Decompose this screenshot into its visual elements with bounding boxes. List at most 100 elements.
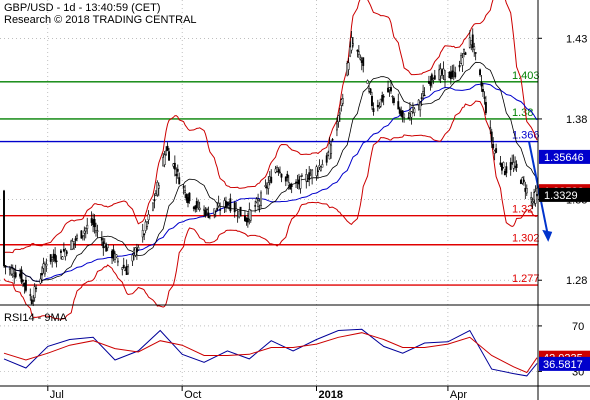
candle-body [362,57,365,66]
candle [330,140,333,159]
candle [13,267,16,284]
candle-body [525,188,528,194]
candle [182,184,185,195]
candle [245,217,248,226]
candle-body [300,175,303,177]
candle-body [452,71,455,73]
candle-body [133,249,135,253]
candle [521,176,524,185]
candle [464,51,467,56]
candle [298,173,300,190]
candle-body [274,168,277,173]
candle [84,227,87,239]
candle-body [277,169,280,173]
candle [270,169,273,184]
candle [162,152,165,167]
candle [175,167,178,184]
candle-body [226,202,229,205]
candle [35,284,38,293]
candle-body [114,253,116,260]
candle [239,206,242,217]
candle-body [464,52,467,55]
candle-body [392,97,395,103]
price-tag-1.35646: 1.35646 [544,152,584,164]
candle [382,93,385,106]
candle-body [505,166,508,174]
candle [264,179,267,189]
candle-body [81,235,84,237]
candle [141,223,144,243]
candle-body [490,131,493,142]
candle-body [54,254,57,262]
candle-body [70,240,73,251]
candle [346,60,349,77]
candle [188,192,191,204]
candle-body [163,154,166,165]
candle-body [204,210,207,217]
candle-body [249,210,252,221]
candle-body [227,205,230,208]
candle-body [106,244,109,249]
candle [127,264,130,275]
candle-body [8,267,11,270]
candle [236,209,239,223]
candle-body [463,48,465,54]
candle-body [41,273,43,276]
candle [359,54,362,61]
candle [474,52,477,61]
candle-body [515,163,518,169]
candle-body [388,87,391,90]
candle-body [219,209,222,211]
candle [137,244,140,251]
candle [325,152,328,166]
candle [366,79,369,84]
candle [192,205,195,212]
candle [352,36,354,48]
candle-body [103,243,106,247]
candle [204,207,207,218]
candle [19,268,22,279]
candle-body [382,95,385,98]
candle-body [317,170,319,172]
candle-body [298,179,300,185]
candle-body [102,241,105,249]
candle-body [22,280,24,282]
candle [122,257,125,269]
candle [260,190,262,209]
candle [55,255,58,268]
candle [420,93,423,107]
level-label-1.403: 1.403 [512,70,540,82]
candle-body [64,249,67,257]
candle-body [470,40,473,45]
candle [279,166,281,174]
candle-body [356,49,359,52]
candle [524,181,527,200]
candle [258,198,261,213]
candle-body [207,212,210,218]
candle [23,282,26,294]
candle [309,168,312,176]
candle-body [407,117,410,119]
candle-body [432,78,435,81]
candle [33,283,36,302]
candle [198,201,201,212]
candle [454,66,457,79]
candle-body [509,162,512,170]
candle [463,48,465,58]
candle [290,182,293,194]
candle [257,193,260,210]
candle [308,166,311,187]
candle [452,64,455,81]
candle [163,150,166,168]
candle-body [267,182,270,189]
candle [22,279,24,288]
price-tick-label: 1.28 [566,275,587,287]
candle-body [511,162,514,164]
candle [471,28,474,53]
level-label-1.38: 1.38 [512,107,533,119]
price-panel: 1.403 1.38 1.366 1.32 1.302 1.277 [0,0,553,386]
candle [249,209,252,223]
candle-body [349,46,352,57]
candle-body [116,260,119,263]
candle [419,100,422,117]
